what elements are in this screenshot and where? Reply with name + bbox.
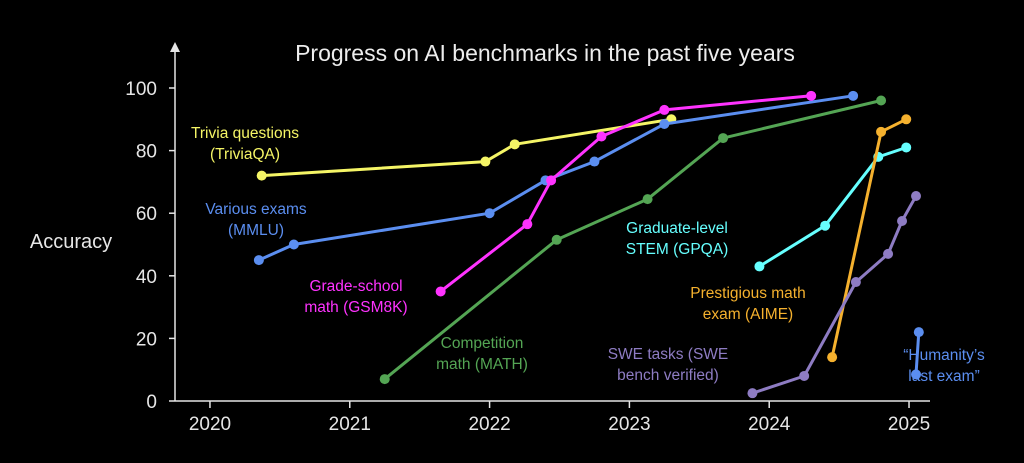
y-axis-arrow [170,42,180,52]
series-3 [379,95,887,385]
data-point [718,133,729,144]
data-point [901,114,912,125]
data-point [596,131,607,142]
data-point [480,156,491,167]
y-tick-label: 20 [136,329,157,350]
series-label-line: Grade-school [309,278,402,295]
series-label-2: Grade-school math (GSM8K) [304,278,407,316]
data-point [897,216,908,227]
series-label-4: Graduate-level STEM (GPQA) [626,220,728,258]
series-line [914,330,921,376]
data-point [820,220,831,231]
data-point [546,175,557,186]
series-label-line: exam (AIME) [703,306,793,323]
series-line [439,94,813,293]
series-label-line: Prestigious math [690,285,805,302]
series-label-line: bench verified) [617,367,719,384]
data-point [848,90,859,101]
y-tick-label: 60 [136,204,157,225]
series-label-line: (TriviaQA) [210,146,280,163]
series-label-line: (MMLU) [228,222,284,239]
data-point [522,219,533,230]
axes: 0 20 40 60 80 100 2020 2021 2022 2023 2024 2025 [125,42,930,435]
data-point [883,248,894,259]
data-point [911,369,922,380]
series-label-5: Prestigious math exam (AIME) [690,285,805,323]
series-label-6: SWE tasks (SWE bench verified) [608,346,729,384]
series-1 [253,90,859,266]
x-tick-label: 2021 [329,414,371,435]
data-point [551,234,562,245]
series-label-line: Competition [441,335,524,352]
data-point [850,277,861,288]
data-point [799,370,810,381]
x-tick-label: 2022 [468,414,510,435]
data-point [288,239,299,250]
data-point [659,104,670,115]
data-point [913,327,924,338]
y-tick-label: 100 [125,79,157,100]
series-2 [435,90,817,297]
series-label-line: STEM (GPQA) [626,241,728,258]
data-point [379,374,390,385]
y-axis-label: Accuracy [30,231,112,253]
series-label-0: Trivia questions (TriviaQA) [191,125,299,163]
series-label-7: “Humanity’s last exam” [903,347,985,385]
series-label-line: SWE tasks (SWE [608,346,729,363]
data-point [642,194,653,205]
data-point [256,170,267,181]
data-point [876,126,887,137]
series-group [253,90,924,399]
series-6 [747,190,922,399]
x-tick-label: 2023 [608,414,650,435]
data-point [876,95,887,106]
data-point [509,139,520,150]
series-label-line: Trivia questions [191,125,299,142]
y-tick-label: 0 [146,392,157,413]
x-tick-label: 2020 [189,414,231,435]
series-labels: Trivia questions (TriviaQA) Various exams (… [191,125,985,385]
chart-title: Progress on AI benchmarks in the past fi… [295,40,795,66]
series-line [260,117,673,178]
series-label-line: last exam” [908,368,980,385]
data-point [659,118,670,129]
data-point [747,388,758,399]
series-label-line: “Humanity’s [903,347,985,364]
series-label-line: Various exams [205,201,307,218]
y-tick-label: 80 [136,142,157,163]
series-0 [256,114,677,181]
series-label-line: Graduate-level [626,220,728,237]
series-5 [827,114,912,363]
y-tick-label: 40 [136,267,157,288]
series-label-3: Competition math (MATH) [436,335,528,373]
data-point [435,286,446,297]
data-point [253,255,264,266]
data-point [827,352,838,363]
series-label-1: Various exams (MMLU) [205,201,307,239]
x-tick-label: 2025 [888,414,930,435]
data-point [484,208,495,219]
series-label-line: math (GSM8K) [304,299,407,316]
data-point [911,190,922,201]
series-label-line: math (MATH) [436,356,528,373]
data-point [754,261,765,272]
data-point [589,156,600,167]
series-line [757,146,908,268]
data-point [806,90,817,101]
data-point [901,142,912,153]
series-7 [911,327,924,380]
x-tick-label: 2024 [748,414,791,435]
